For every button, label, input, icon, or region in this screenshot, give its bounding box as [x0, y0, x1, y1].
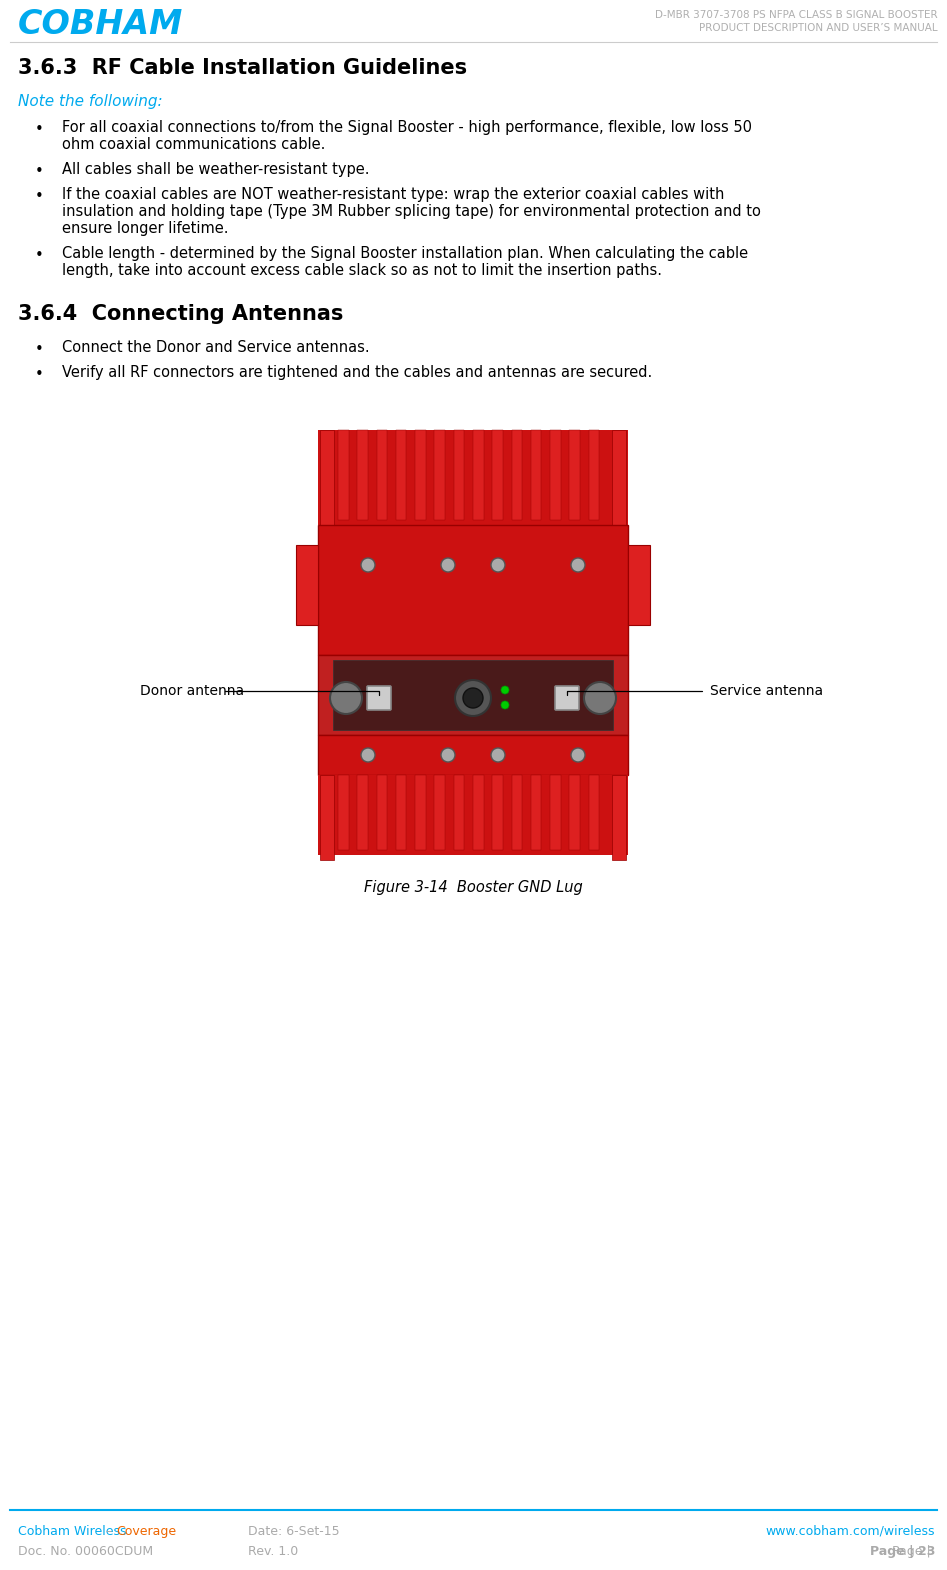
- Bar: [318, 655, 628, 735]
- Text: Donor antenna: Donor antenna: [140, 685, 244, 699]
- Text: 3.6.3  RF Cable Installation Guidelines: 3.6.3 RF Cable Installation Guidelines: [18, 58, 467, 78]
- Bar: [589, 776, 599, 849]
- Text: All cables shall be weather-resistant type.: All cables shall be weather-resistant ty…: [62, 162, 369, 177]
- Text: •: •: [35, 188, 44, 204]
- Text: If the coaxial cables are NOT weather-resistant type: wrap the exterior coaxial : If the coaxial cables are NOT weather-re…: [62, 187, 724, 203]
- Bar: [454, 776, 464, 849]
- Bar: [511, 776, 522, 849]
- Circle shape: [501, 700, 509, 710]
- Bar: [377, 430, 387, 520]
- Bar: [569, 776, 580, 849]
- Bar: [589, 430, 599, 520]
- Bar: [338, 430, 348, 520]
- Text: Doc. No. 00060CDUM: Doc. No. 00060CDUM: [18, 1545, 153, 1557]
- Bar: [338, 776, 348, 849]
- Bar: [320, 430, 334, 535]
- Bar: [296, 545, 318, 625]
- Bar: [473, 430, 484, 520]
- Text: Connect the Donor and Service antennas.: Connect the Donor and Service antennas.: [62, 341, 369, 355]
- Text: Coverage: Coverage: [116, 1524, 176, 1539]
- Circle shape: [330, 681, 362, 714]
- Bar: [415, 776, 426, 849]
- Bar: [473, 776, 484, 849]
- Bar: [511, 430, 522, 520]
- Circle shape: [361, 747, 375, 761]
- Text: www.cobham.com/wireless: www.cobham.com/wireless: [765, 1524, 935, 1539]
- Bar: [435, 430, 445, 520]
- Text: Cable length - determined by the Signal Booster installation plan. When calculat: Cable length - determined by the Signal …: [62, 246, 748, 261]
- Circle shape: [491, 747, 505, 761]
- Text: Page | 23: Page | 23: [869, 1545, 935, 1557]
- Text: •: •: [35, 122, 44, 137]
- Circle shape: [501, 686, 509, 694]
- Bar: [628, 545, 650, 625]
- FancyBboxPatch shape: [367, 686, 391, 710]
- Text: For all coaxial connections to/from the Signal Booster - high performance, flexi: For all coaxial connections to/from the …: [62, 119, 752, 135]
- Text: insulation and holding tape (Type 3M Rubber splicing tape) for environmental pro: insulation and holding tape (Type 3M Rub…: [62, 204, 760, 218]
- Bar: [612, 776, 626, 860]
- Text: PRODUCT DESCRIPTION AND USER’S MANUAL: PRODUCT DESCRIPTION AND USER’S MANUAL: [700, 24, 938, 33]
- Bar: [612, 430, 626, 535]
- Text: Figure 3-14  Booster GND Lug: Figure 3-14 Booster GND Lug: [364, 881, 582, 895]
- Circle shape: [491, 557, 505, 571]
- Bar: [569, 430, 580, 520]
- Circle shape: [441, 557, 455, 571]
- Bar: [396, 430, 406, 520]
- Text: Verify all RF connectors are tightened and the cables and antennas are secured.: Verify all RF connectors are tightened a…: [62, 364, 652, 380]
- Text: •: •: [35, 248, 44, 264]
- Bar: [531, 776, 542, 849]
- Bar: [435, 776, 445, 849]
- Text: Note the following:: Note the following:: [18, 94, 163, 108]
- Circle shape: [463, 688, 483, 708]
- Text: Cobham Wireless: Cobham Wireless: [18, 1524, 131, 1539]
- Bar: [318, 524, 628, 655]
- Text: COBHAM: COBHAM: [18, 8, 184, 41]
- Bar: [550, 776, 561, 849]
- Circle shape: [361, 557, 375, 571]
- Bar: [318, 776, 628, 856]
- Bar: [492, 776, 503, 849]
- Text: ohm coaxial communications cable.: ohm coaxial communications cable.: [62, 137, 326, 152]
- Text: ensure longer lifetime.: ensure longer lifetime.: [62, 221, 228, 236]
- FancyBboxPatch shape: [555, 686, 579, 710]
- Text: Page |: Page |: [892, 1545, 935, 1557]
- Text: •: •: [35, 163, 44, 179]
- Bar: [357, 430, 367, 520]
- Text: Date: 6-Set-15: Date: 6-Set-15: [248, 1524, 340, 1539]
- Bar: [377, 776, 387, 849]
- Bar: [320, 776, 334, 860]
- Bar: [396, 776, 406, 849]
- Text: –: –: [106, 1524, 116, 1539]
- Circle shape: [455, 680, 491, 716]
- Bar: [415, 430, 426, 520]
- Text: •: •: [35, 342, 44, 356]
- Circle shape: [584, 681, 616, 714]
- Text: 3.6.4  Connecting Antennas: 3.6.4 Connecting Antennas: [18, 305, 344, 323]
- Bar: [454, 430, 464, 520]
- Text: Rev. 1.0: Rev. 1.0: [248, 1545, 298, 1557]
- Bar: [318, 430, 628, 524]
- Text: •: •: [35, 367, 44, 382]
- Bar: [492, 430, 503, 520]
- Bar: [531, 430, 542, 520]
- Bar: [550, 430, 561, 520]
- Bar: [318, 735, 628, 776]
- Text: length, take into account excess cable slack so as not to limit the insertion pa: length, take into account excess cable s…: [62, 264, 662, 278]
- Text: D-MBR 3707-3708 PS NFPA CLASS B SIGNAL BOOSTER: D-MBR 3707-3708 PS NFPA CLASS B SIGNAL B…: [655, 9, 938, 20]
- Bar: [333, 659, 613, 730]
- Circle shape: [571, 557, 585, 571]
- Bar: [357, 776, 367, 849]
- Circle shape: [441, 747, 455, 761]
- Text: Service antenna: Service antenna: [710, 685, 823, 699]
- Circle shape: [571, 747, 585, 761]
